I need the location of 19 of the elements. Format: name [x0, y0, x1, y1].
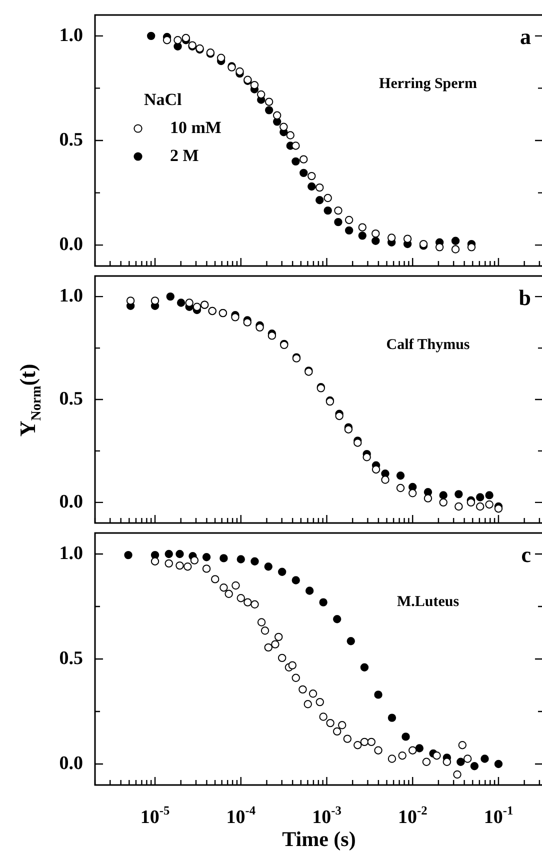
y-tick-label: 1.0	[59, 24, 83, 46]
y-tick-label: 0.5	[59, 129, 83, 150]
annotation: M.Luteus	[396, 594, 460, 610]
y-tick-label: 0.0	[59, 234, 83, 255]
legend-label: 2 M	[170, 146, 199, 165]
annotation: a	[520, 24, 531, 49]
legend-label: 10 mM	[170, 118, 222, 137]
y-tick-label: 0.5	[59, 648, 83, 669]
annotation: Herring Sperm	[379, 76, 478, 92]
annotation: c	[521, 542, 532, 567]
x-axis-title: Time (s)	[282, 827, 356, 851]
annotation: b	[518, 285, 531, 310]
y-tick-label: 1.0	[59, 542, 83, 564]
y-tick-label: 0.5	[59, 388, 83, 410]
legend-title: NaCl	[144, 90, 182, 109]
y-tick-label: 1.0	[59, 285, 83, 306]
y-tick-label: 0.0	[59, 491, 83, 512]
y-tick-label: 0.0	[59, 752, 83, 774]
annotation: Calf Thymus	[386, 337, 470, 353]
